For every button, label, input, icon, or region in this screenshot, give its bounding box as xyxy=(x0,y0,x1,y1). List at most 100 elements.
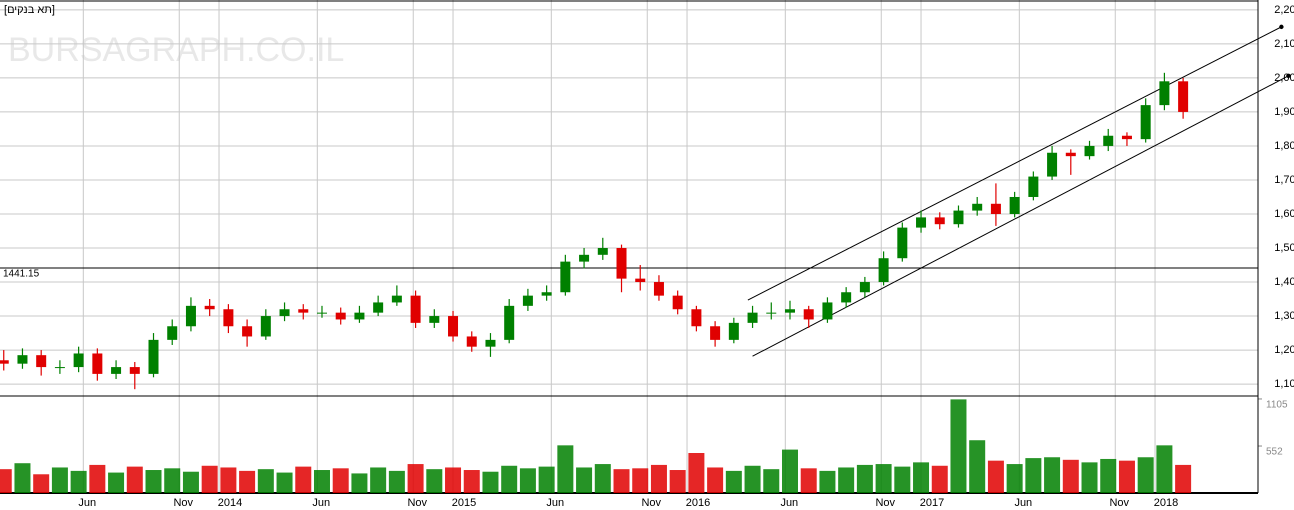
candle-body xyxy=(672,295,683,310)
candle-body xyxy=(204,305,215,310)
y-tick-label: 1,200 xyxy=(1274,344,1294,356)
y-tick-label: 1,300 xyxy=(1274,310,1294,322)
volume-bar xyxy=(838,467,855,493)
x-tick-label: Nov xyxy=(875,497,895,509)
volume-bar xyxy=(632,468,649,493)
candle-body xyxy=(129,367,140,374)
candle-body xyxy=(916,217,927,228)
candle-body xyxy=(185,305,196,327)
candle-body xyxy=(316,312,327,314)
volume-bar xyxy=(164,468,181,493)
x-tick-label: Jun xyxy=(780,497,798,509)
candle-body xyxy=(653,282,664,296)
volume-bar xyxy=(576,467,593,493)
candle-body xyxy=(897,227,908,259)
volume-bar xyxy=(257,469,274,493)
volume-bar xyxy=(894,466,911,493)
candle-body xyxy=(560,261,571,293)
candle-body xyxy=(1159,81,1170,106)
volume-bar xyxy=(688,453,705,493)
volume-bar xyxy=(445,467,462,493)
volume-bar xyxy=(744,465,761,493)
volume-bar xyxy=(14,463,31,493)
volume-bar xyxy=(0,469,12,493)
volume-bar xyxy=(426,469,443,493)
channel-line xyxy=(747,26,1282,301)
volume-bar xyxy=(220,467,237,493)
candle-body xyxy=(54,367,65,369)
volume-bar xyxy=(313,470,330,493)
candle-body xyxy=(784,309,795,313)
candle-body xyxy=(167,326,178,340)
candle-body xyxy=(36,355,47,368)
volume-bar xyxy=(519,468,536,493)
volume-bar xyxy=(969,440,986,493)
x-tick-label: Nov xyxy=(173,497,193,509)
candle-body xyxy=(1084,145,1095,157)
volume-bar xyxy=(594,464,611,493)
candle-body xyxy=(1121,135,1132,140)
volume-bar xyxy=(856,464,873,493)
candle-body xyxy=(260,316,271,337)
candle-body xyxy=(616,248,627,279)
chart-title: [תא בנקים] xyxy=(4,4,55,16)
x-tick-label: 2014 xyxy=(218,497,242,509)
y-tick-label: 1,100 xyxy=(1274,378,1294,390)
candle-body xyxy=(579,254,590,262)
x-tick-label: 2016 xyxy=(686,497,710,509)
volume-bar xyxy=(931,465,948,493)
candle-body xyxy=(1065,152,1076,157)
y2-tick-label: 552 xyxy=(1266,447,1283,458)
volume-bar xyxy=(1137,457,1154,493)
volume-bar xyxy=(388,470,405,493)
candle-body xyxy=(466,336,477,347)
volume-bar xyxy=(108,472,125,493)
volume-bar xyxy=(1081,462,1098,493)
volume-bar xyxy=(370,467,387,493)
candle-body xyxy=(279,309,290,317)
volume-bar xyxy=(1118,460,1135,493)
candle-body xyxy=(1140,105,1151,140)
candle-body xyxy=(298,309,309,313)
volume-bar xyxy=(1006,464,1023,493)
volume-bar xyxy=(70,470,87,493)
volume-bar xyxy=(89,464,106,493)
y-tick-label: 1,600 xyxy=(1274,208,1294,220)
volume-bar xyxy=(33,474,50,493)
volume-bar xyxy=(800,468,817,493)
candle-body xyxy=(1009,196,1020,214)
candle-body xyxy=(953,210,964,225)
volume-bar xyxy=(51,467,68,493)
x-tick-label: Nov xyxy=(641,497,661,509)
volume-bar xyxy=(1025,458,1042,493)
candle-body xyxy=(17,355,28,364)
y-tick-label: 2,200 xyxy=(1274,4,1294,16)
volume-bar xyxy=(725,470,742,493)
volume-bar xyxy=(463,470,480,493)
y-tick-label: 1,800 xyxy=(1274,140,1294,152)
volume-bar xyxy=(1062,459,1079,493)
candle-body xyxy=(747,312,758,323)
candle-body xyxy=(972,203,983,211)
candle-body xyxy=(990,203,1001,214)
volume-bar xyxy=(950,399,967,493)
candle-body xyxy=(485,339,496,347)
x-tick-label: Nov xyxy=(1109,497,1129,509)
candle-body xyxy=(354,312,365,320)
candle-body xyxy=(1178,81,1189,112)
y2-tick-label: 1105 xyxy=(1266,400,1288,411)
volume-bar xyxy=(557,445,574,493)
volume-bar xyxy=(819,470,836,493)
volume-bar xyxy=(351,473,368,493)
y-tick-label: 1,700 xyxy=(1274,174,1294,186)
candle-body xyxy=(1047,152,1058,177)
x-tick-label: 2015 xyxy=(452,497,476,509)
candle-body xyxy=(429,316,440,323)
candle-body xyxy=(335,312,346,320)
x-tick-label: Jun xyxy=(312,497,330,509)
candle-body xyxy=(822,302,833,320)
x-tick-label: Jun xyxy=(546,497,564,509)
candle-body xyxy=(766,312,777,314)
y-tick-label: 1,400 xyxy=(1274,276,1294,288)
volume-bar xyxy=(875,464,892,493)
